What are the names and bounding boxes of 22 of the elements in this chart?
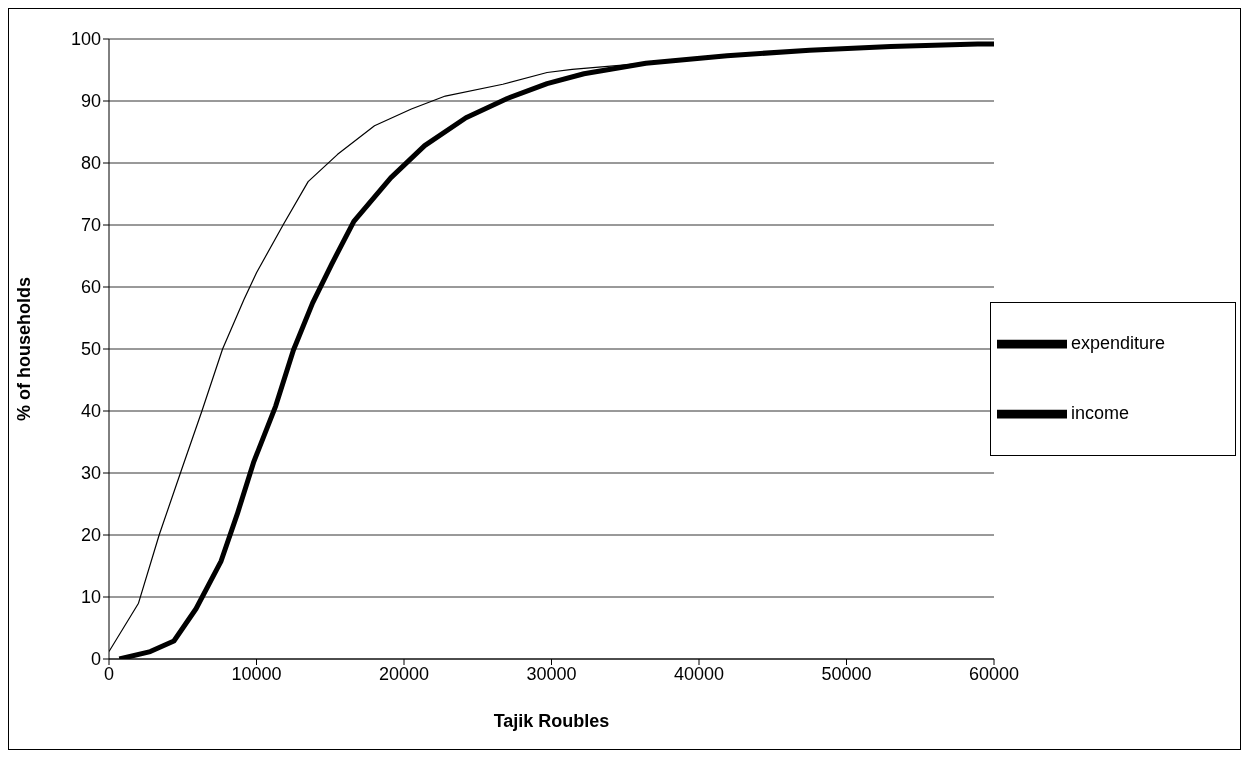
y-axis-title: % of households (14, 277, 35, 421)
x-tick-label: 10000 (231, 663, 282, 684)
y-tick-label: 0 (90, 649, 101, 670)
y-tick-label: 40 (80, 401, 101, 422)
y-tick-label: 10 (80, 587, 101, 608)
x-tick-label: 60000 (968, 663, 1020, 684)
y-tick-label: 30 (80, 463, 101, 484)
x-tick-label: 0 (103, 663, 115, 684)
legend-label: expenditure (1071, 332, 1166, 353)
x-tick-label: 30000 (526, 663, 577, 684)
y-tick-label: 100 (70, 29, 101, 50)
legend-label: income (1071, 402, 1130, 423)
y-tick-label: 70 (80, 215, 101, 236)
y-tick-label: 80 (80, 153, 101, 174)
x-tick-label: 40000 (673, 663, 725, 684)
x-tick-label: 20000 (378, 663, 430, 684)
y-tick-label: 20 (80, 525, 101, 546)
y-tick-label: 60 (80, 277, 101, 298)
x-tick-label: 50000 (821, 663, 872, 684)
y-tick-label: 50 (80, 339, 101, 360)
x-axis-title: Tajik Roubles (493, 711, 610, 731)
y-tick-label: 90 (80, 91, 101, 112)
